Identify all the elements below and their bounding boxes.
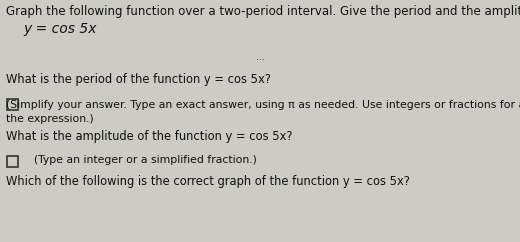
Text: (Simplify your answer. Type an exact answer, using π as needed. Use integers or : (Simplify your answer. Type an exact ans… xyxy=(6,100,520,110)
Bar xyxy=(7,99,18,110)
Text: y = cos 5x: y = cos 5x xyxy=(23,22,97,36)
Text: Which of the following is the correct graph of the function y = cos 5x?: Which of the following is the correct gr… xyxy=(6,175,410,188)
Text: What is the period of the function y = cos 5x?: What is the period of the function y = c… xyxy=(6,73,271,86)
Text: Graph the following function over a two-period interval. Give the period and the: Graph the following function over a two-… xyxy=(6,5,520,18)
Text: (Type an integer or a simplified fraction.): (Type an integer or a simplified fractio… xyxy=(34,155,257,165)
Bar xyxy=(7,156,18,167)
Text: What is the amplitude of the function y = cos 5x?: What is the amplitude of the function y … xyxy=(6,130,293,143)
Text: ···: ··· xyxy=(256,56,264,65)
Text: the expression.): the expression.) xyxy=(6,114,94,124)
FancyBboxPatch shape xyxy=(204,51,316,70)
